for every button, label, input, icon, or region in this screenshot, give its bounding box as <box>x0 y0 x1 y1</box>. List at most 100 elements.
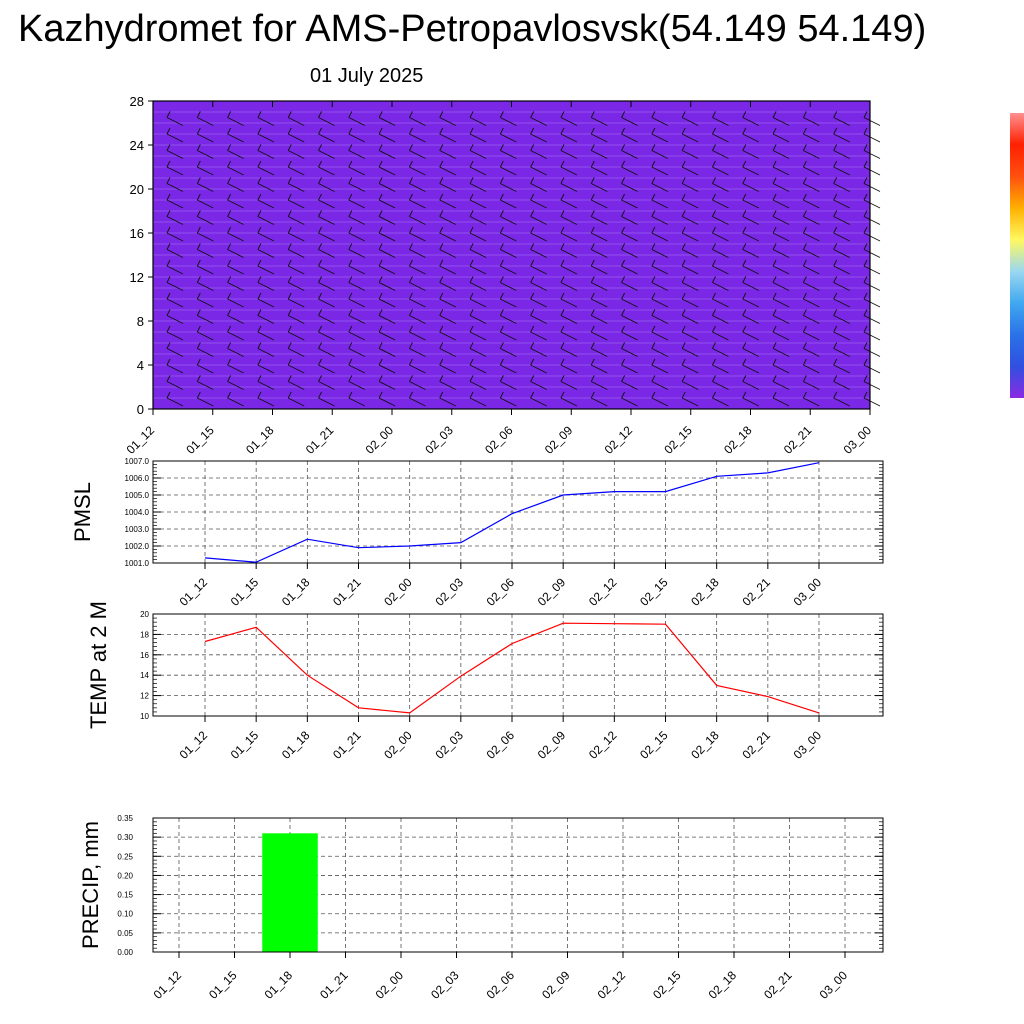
wind-barb-flag <box>499 160 504 168</box>
wind-barb-flag <box>621 144 625 151</box>
wind-barb-flag <box>378 292 383 300</box>
wind-barb-flag <box>318 193 322 201</box>
wind-barb-flag <box>469 325 474 333</box>
wind-barb-flag <box>499 210 504 217</box>
wind-barb-flag <box>318 210 322 217</box>
wind-barb <box>469 364 487 374</box>
wind-barb <box>591 381 608 390</box>
wind-barb-flag <box>166 127 171 135</box>
wind-barb <box>197 199 214 209</box>
wind-barb-flag <box>681 243 686 250</box>
wind-barb-flag <box>227 358 232 366</box>
wind-barb-flag <box>499 177 504 184</box>
wind-barb <box>318 265 335 275</box>
wind-barb <box>500 249 517 258</box>
wind-barb <box>742 364 759 374</box>
wind-barb <box>288 183 305 192</box>
wind-barb <box>772 364 790 374</box>
wind-barb-flag <box>439 160 444 168</box>
wind-barb-flag <box>772 193 777 201</box>
wind-barb <box>803 348 820 357</box>
wind-barb <box>681 381 699 390</box>
wind-barb-flag <box>621 226 625 234</box>
wind-barb <box>227 265 244 275</box>
wind-barb-flag <box>772 226 777 234</box>
wind-barb-flag <box>196 177 201 184</box>
page-title: Kazhydromet for AMS-Petropavlosvsk(54.14… <box>18 8 927 50</box>
wind-barb <box>742 249 759 258</box>
wind-barb <box>409 249 426 258</box>
wind-barb-flag <box>802 342 807 349</box>
wind-barb-flag <box>621 193 625 201</box>
wind-barb <box>257 298 275 308</box>
wind-barb <box>772 397 790 407</box>
wind-barb <box>318 282 335 291</box>
wind-barb-flag <box>227 276 232 283</box>
wind-barb-flag <box>712 309 716 316</box>
wind-barb-flag <box>378 144 383 151</box>
wind-barb-flag <box>681 160 686 168</box>
wind-barb-flag <box>318 276 322 283</box>
wind-barb-flag <box>772 177 777 184</box>
wind-barb-flag <box>196 342 201 349</box>
wind-barb <box>712 282 729 291</box>
wind-barb <box>197 397 214 407</box>
wind-barb <box>530 117 547 126</box>
wind-barb <box>621 381 638 390</box>
y-tick-label: 18 <box>140 630 149 639</box>
wind-barb-flag <box>802 144 807 151</box>
wind-barb-flag <box>772 111 777 118</box>
wind-barb <box>318 150 335 159</box>
y-tick-label: 1004.0 <box>125 508 150 517</box>
wind-barb-flag <box>227 391 232 399</box>
wind-barb-flag <box>712 243 716 250</box>
wind-barb-flag <box>196 358 201 366</box>
wind-barb <box>348 315 366 324</box>
wind-barb <box>257 199 275 209</box>
wind-barb <box>803 166 820 176</box>
wind-barb <box>772 199 790 209</box>
x-tick-label: 02_06 <box>482 423 516 457</box>
wind-barb-flag <box>802 243 807 250</box>
wind-barb <box>772 381 790 390</box>
wind-barb-flag <box>863 160 868 168</box>
wind-barb <box>621 199 638 209</box>
wind-barb <box>742 150 759 159</box>
wind-barb <box>227 397 244 407</box>
wind-barb-flag <box>257 210 262 217</box>
x-tick-label: 02_09 <box>535 728 569 762</box>
y-tick-label: 24 <box>130 138 144 153</box>
wind-barb-flag <box>530 193 535 201</box>
wind-barb <box>166 331 184 341</box>
y-tick-label: 14 <box>140 671 149 680</box>
wind-barb <box>500 199 517 209</box>
wind-barb <box>742 232 759 242</box>
wind-barb-flag <box>318 111 322 118</box>
wind-barb-flag <box>287 309 292 316</box>
wind-barb <box>439 183 456 192</box>
wind-barb <box>651 381 669 390</box>
wind-barb-flag <box>560 358 565 366</box>
wind-barb-flag <box>651 309 656 316</box>
y-tick-label: 10 <box>140 712 149 721</box>
wind-barb-flag <box>712 210 716 217</box>
wind-barb-flag <box>439 127 444 135</box>
wind-barb <box>469 331 487 341</box>
wind-barb <box>257 183 275 192</box>
wind-barb-flag <box>287 226 292 234</box>
wind-barb <box>227 381 244 390</box>
wind-barb <box>166 315 184 324</box>
wind-barb-flag <box>833 210 838 217</box>
wind-barb-flag <box>499 391 504 399</box>
y-tick-label: 12 <box>140 692 149 701</box>
wind-barb <box>651 364 669 374</box>
wind-barb <box>712 133 729 143</box>
wind-barb <box>712 331 729 341</box>
wind-barb <box>530 249 547 258</box>
wind-barb-flag <box>378 193 383 201</box>
wind-barb <box>439 282 456 291</box>
wind-barb-flag <box>287 210 292 217</box>
wind-barb <box>833 150 850 159</box>
wind-barb <box>591 117 608 126</box>
wind-barb-flag <box>166 243 171 250</box>
